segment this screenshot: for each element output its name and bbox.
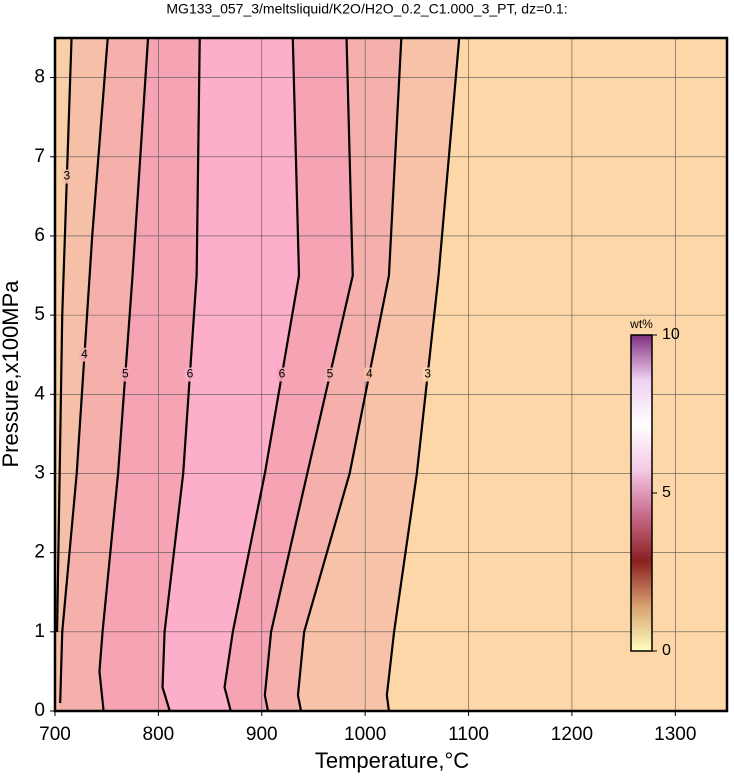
- contour-label-bg: [276, 367, 287, 382]
- contour-label: 3: [424, 367, 431, 381]
- contour-label-bg: [422, 367, 433, 382]
- contour-line: [161, 37, 201, 712]
- x-tick-label: 700: [39, 724, 71, 745]
- x-tick-label: 1100: [448, 724, 489, 745]
- y-tick-label: 2: [34, 542, 45, 563]
- contour-label-bg: [325, 367, 336, 382]
- x-axis-label: Temperature,°C: [315, 748, 469, 773]
- y-tick-label: 6: [34, 225, 45, 246]
- y-tick-label: 0: [34, 700, 45, 721]
- contour-label-bg: [61, 169, 72, 184]
- contour-line: [223, 37, 301, 712]
- contour-label: 4: [81, 347, 88, 361]
- contour-label: 6: [187, 367, 194, 381]
- colorbar-tick-label: 5: [662, 484, 671, 501]
- contour-label: 6: [279, 367, 286, 381]
- contour-line: [385, 37, 461, 712]
- contour-label: 4: [366, 367, 373, 381]
- contour-label-bg: [120, 367, 131, 382]
- colorbar-tick-label: 10: [662, 326, 680, 343]
- plot-frame: [53, 36, 729, 713]
- contour-line: [296, 37, 403, 712]
- contour-label-bg: [79, 347, 90, 362]
- contour-label: 5: [122, 367, 129, 381]
- x-tick-label: 800: [143, 724, 175, 745]
- y-tick-label: 8: [34, 67, 45, 88]
- x-tick-label: 1200: [551, 724, 593, 745]
- contour-line: [263, 37, 354, 712]
- colorbar-label: wt%: [629, 317, 653, 331]
- y-tick-label: 5: [34, 304, 45, 325]
- y-tick-label: 4: [34, 383, 45, 404]
- contour-label: 3: [64, 169, 71, 183]
- contour-line: [98, 37, 150, 712]
- chart-title: MG133_057_3/meltsliquid/K2O/H2O_0.2_C1.0…: [166, 1, 567, 17]
- colorbar-tick-label: 0: [662, 642, 671, 659]
- contour-line: [59, 37, 109, 704]
- contour-label-bg: [184, 367, 195, 382]
- y-tick-label: 1: [34, 621, 45, 642]
- contour-label-bg: [364, 367, 375, 382]
- x-tick-label: 1300: [654, 724, 696, 745]
- x-tick-label: 1000: [344, 724, 386, 745]
- contour-line: [55, 37, 73, 632]
- colorbar: [630, 334, 653, 652]
- y-tick-label: 7: [34, 146, 45, 167]
- y-axis-label: Pressure,x100MPa: [0, 280, 23, 468]
- y-tick-label: 3: [34, 462, 45, 483]
- contour-label: 5: [327, 367, 334, 381]
- x-tick-label: 900: [246, 724, 278, 745]
